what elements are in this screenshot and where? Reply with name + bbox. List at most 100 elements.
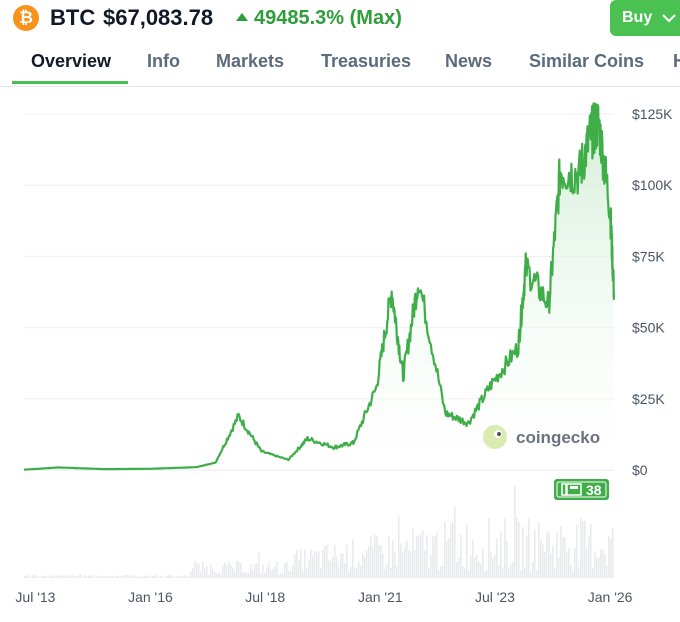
volume-bar — [560, 526, 562, 578]
volume-bar — [150, 576, 152, 578]
volume-bar — [76, 576, 78, 578]
news-count: 38 — [586, 482, 602, 498]
y-tick-label: $50K — [632, 320, 665, 336]
tab-news[interactable]: News — [445, 51, 493, 71]
volume-bar — [464, 568, 466, 578]
volume-bar — [64, 575, 66, 578]
volume-bar — [414, 550, 416, 578]
tab-historical[interactable]: H — [673, 51, 680, 71]
volume-bar — [152, 576, 154, 578]
volume-bar — [606, 565, 608, 578]
volume-bar — [134, 575, 136, 578]
volume-bar — [312, 555, 314, 578]
volume-bar — [46, 576, 48, 578]
volume-bar — [602, 549, 604, 578]
volume-bar — [462, 565, 464, 578]
volume-bar — [318, 550, 320, 578]
coin-header: ₿ BTC $67,083.78 49485.3% (Max) Buy — [0, 0, 680, 38]
buy-button-label: Buy — [622, 9, 653, 26]
volume-bar — [438, 570, 440, 578]
volume-bar — [442, 566, 444, 578]
volume-bar — [114, 576, 116, 578]
volume-bar — [310, 549, 312, 578]
volume-bar — [570, 565, 572, 578]
volume-bar — [286, 561, 288, 578]
volume-bar — [418, 536, 420, 578]
volume-bar — [610, 538, 612, 578]
volume-bar — [522, 527, 524, 578]
volume-bar — [594, 551, 596, 578]
volume-bar — [290, 571, 292, 578]
volume-bar — [282, 573, 284, 578]
volume-bar — [220, 574, 222, 578]
tab-info[interactable]: Info — [147, 51, 180, 71]
volume-bar — [308, 558, 310, 578]
volume-bar — [182, 576, 184, 578]
volume-bar — [260, 573, 262, 578]
volume-bar — [386, 564, 388, 578]
volume-bar — [492, 558, 494, 578]
volume-bar — [274, 566, 276, 578]
volume-bar — [378, 545, 380, 578]
volume-bar — [588, 535, 590, 578]
volume-bar — [608, 535, 610, 578]
volume-bar — [234, 571, 236, 578]
volume-bar — [476, 554, 478, 578]
volume-bar — [374, 534, 376, 578]
volume-bar — [246, 573, 248, 578]
price-chart-svg[interactable]: $0 $25K $50K $75K $100K $125K Jul '13 Jan '16 J… — [0, 90, 680, 617]
volume-bar — [472, 539, 474, 578]
volume-bar — [556, 532, 558, 578]
volume-bar — [292, 565, 294, 578]
news-badge[interactable]: 38 — [554, 479, 609, 500]
volume-bar — [600, 549, 602, 578]
volume-bar — [206, 565, 208, 578]
price-chart[interactable]: $0 $25K $50K $75K $100K $125K Jul '13 Jan '16 J… — [0, 90, 680, 617]
volume-bar — [578, 567, 580, 578]
volume-bar — [404, 546, 406, 578]
volume-bar — [572, 571, 574, 578]
volume-bar — [450, 523, 452, 578]
volume-bar — [584, 520, 586, 578]
volume-bar — [516, 517, 518, 578]
y-tick-label: $100K — [632, 177, 673, 193]
tab-treasuries[interactable]: Treasuries — [321, 51, 412, 71]
tab-markets[interactable]: Markets — [216, 51, 285, 71]
volume-bar — [508, 568, 510, 578]
buy-button[interactable]: Buy — [610, 0, 680, 36]
volume-bar — [392, 540, 394, 578]
volume-bar — [328, 560, 330, 578]
volume-bar — [294, 553, 296, 578]
volume-bar — [266, 567, 268, 578]
volume-bar — [430, 554, 432, 578]
volume-bar — [84, 575, 86, 578]
volume-bar — [222, 565, 224, 578]
volume-bar — [238, 561, 240, 578]
volume-bar — [302, 571, 304, 578]
volume-bar — [542, 544, 544, 578]
volume-bar — [432, 535, 434, 578]
volume-bar — [306, 568, 308, 578]
volume-bar — [356, 567, 358, 578]
volume-bar — [496, 538, 498, 578]
volume-bar — [504, 518, 506, 578]
tab-similar-coins[interactable]: Similar Coins — [529, 51, 645, 71]
price-change: 49485.3% (Max) — [236, 7, 402, 30]
volume-bar — [612, 527, 614, 578]
volume-bar — [528, 518, 530, 578]
volume-bar — [568, 548, 570, 578]
volume-bar — [252, 570, 254, 578]
volume-bar — [362, 553, 364, 578]
tab-overview[interactable]: Overview — [31, 51, 112, 71]
volume-bar — [372, 547, 374, 578]
volume-bar — [422, 530, 424, 578]
volume-bar — [72, 575, 74, 578]
volume-bar — [156, 574, 158, 578]
volume-bar — [332, 557, 334, 578]
volume-bar — [102, 575, 104, 578]
volume-bar — [562, 537, 564, 578]
volume-bar — [364, 556, 366, 578]
volume-bar — [498, 565, 500, 578]
volume-bar — [82, 576, 84, 578]
volume-bar — [210, 564, 212, 578]
